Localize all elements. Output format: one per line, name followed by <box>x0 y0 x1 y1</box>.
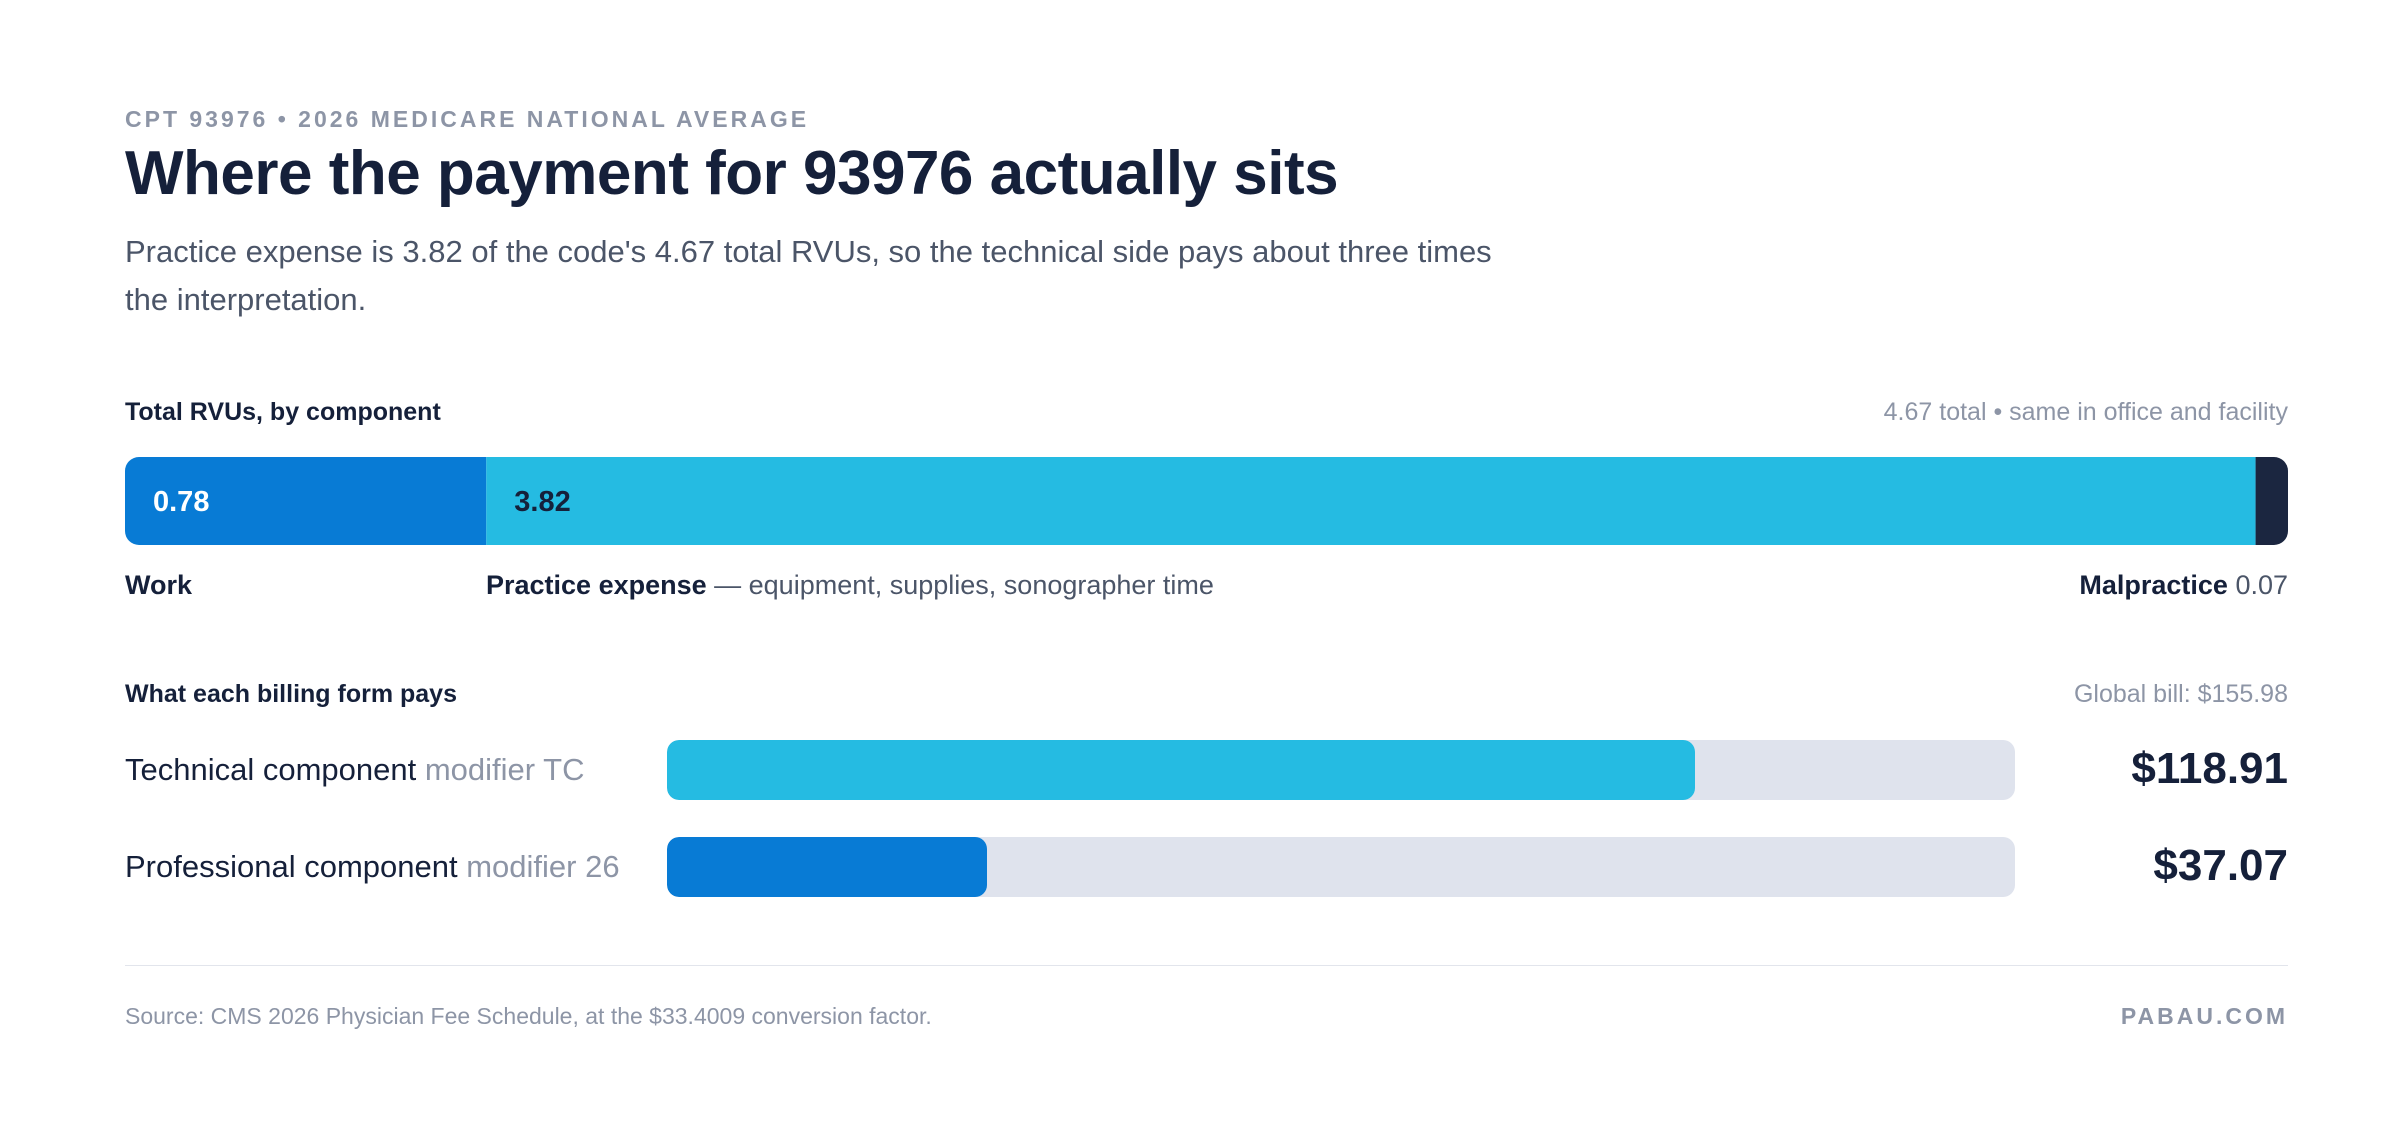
chart-card: CPT 93976 • 2026 MEDICARE NATIONAL AVERA… <box>125 0 2288 1130</box>
page-title: Where the payment for 93976 actually sit… <box>125 139 1339 208</box>
pe-label: Practice expense <box>486 570 707 600</box>
eyebrow: CPT 93976 • 2026 MEDICARE NATIONAL AVERA… <box>125 106 810 132</box>
technical-value: $118.91 <box>2131 744 2288 793</box>
professional-modifier: modifier 26 <box>457 849 620 884</box>
source-note: Source: CMS 2026 Physician Fee Schedule,… <box>125 1003 932 1029</box>
practice-expense-segment <box>486 457 2256 545</box>
work-segment <box>125 457 487 545</box>
technical-name: Technical component <box>125 752 417 787</box>
work-component-label: Work <box>125 570 192 601</box>
work-label: Work <box>125 570 193 600</box>
subtitle: Practice expense is 3.82 of the code's 4… <box>125 234 1492 317</box>
technical-modifier: modifier TC <box>416 752 585 787</box>
professional-value: $37.07 <box>2153 841 2288 890</box>
mp-component-label: Malpractice 0.07 <box>2079 570 2288 601</box>
mp-value: 0.07 <box>2235 570 2288 600</box>
pe-description: — equipment, supplies, sonographer time <box>706 570 1214 600</box>
professional-row-label: Professional component modifier 26 <box>125 849 620 885</box>
practice-expense-segment-label: 3.82 <box>514 486 570 518</box>
professional-name: Professional component <box>125 849 458 884</box>
pe-component-label: Practice expense — equipment, supplies, … <box>486 570 1214 601</box>
technical-bar-track <box>667 740 2015 800</box>
rvu-section-label: Total RVUs, by component <box>125 398 441 426</box>
technical-row-label: Technical component modifier TC <box>125 752 584 788</box>
malpractice-segment <box>2255 457 2288 545</box>
payment-section-note: Global bill: $155.98 <box>2073 680 2288 708</box>
professional-bar-track <box>667 837 2015 897</box>
work-segment-label: 0.78 <box>153 486 209 518</box>
rvu-section-note: 4.67 total • same in office and facility <box>1883 398 2288 426</box>
mp-label: Malpractice <box>2079 570 2228 600</box>
technical-bar-fill <box>667 740 1695 800</box>
payment-section-label: What each billing form pays <box>125 680 457 708</box>
rvu-stacked-bar: 0.78 3.82 <box>125 457 2288 545</box>
brand-label: PABAU.COM <box>2120 1003 2288 1029</box>
rvu-stacked-svg: 0.78 3.82 <box>125 457 2288 545</box>
professional-bar-fill <box>667 837 988 897</box>
footer-divider <box>125 965 2288 966</box>
